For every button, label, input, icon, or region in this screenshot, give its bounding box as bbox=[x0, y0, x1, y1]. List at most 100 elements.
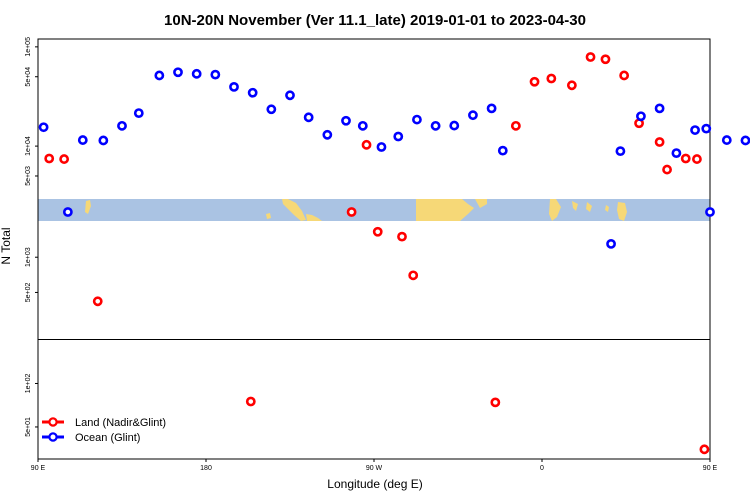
plot-area: 5e+03 1e+04 5e+04 1e+05 5e+02 1e+03 5e+01 1e+02… bbox=[25, 37, 750, 472]
land-point bbox=[490, 397, 501, 408]
ocean-point bbox=[154, 70, 165, 81]
land-point bbox=[680, 153, 691, 164]
ocean-point bbox=[690, 125, 700, 135]
ocean-point bbox=[671, 148, 682, 159]
ocean-point bbox=[38, 122, 49, 133]
map-ocean bbox=[38, 199, 710, 221]
ocean-point bbox=[376, 142, 387, 152]
ocean-point bbox=[705, 207, 715, 217]
land-point bbox=[529, 76, 540, 87]
land-point bbox=[566, 80, 577, 91]
ocean-point bbox=[62, 207, 73, 217]
land-point bbox=[408, 270, 419, 281]
y-tick-label: 5e+03 bbox=[25, 166, 32, 186]
ocean-point bbox=[322, 129, 333, 140]
legend: Land (Nadir&Glint) Ocean (Glint) bbox=[42, 417, 166, 444]
land-point bbox=[245, 396, 256, 407]
y-tick-label: 1e+05 bbox=[25, 37, 32, 57]
ocean-point bbox=[117, 120, 127, 131]
land-point bbox=[692, 154, 702, 164]
ocean-point bbox=[357, 120, 368, 131]
legend-marker-land bbox=[48, 417, 58, 427]
legend-entry-land: Land (Nadir&Glint) bbox=[42, 417, 166, 429]
ocean-point bbox=[229, 81, 239, 92]
y-tick-label: 5e+01 bbox=[25, 417, 32, 437]
ocean-point bbox=[191, 68, 202, 79]
map-land-5 bbox=[475, 199, 487, 208]
map-land-2 bbox=[306, 214, 322, 221]
ocean-point bbox=[133, 108, 144, 119]
ocean-point bbox=[341, 115, 351, 126]
ocean-point bbox=[98, 135, 109, 146]
legend-marker-ocean bbox=[48, 432, 58, 442]
ocean-point bbox=[412, 114, 422, 125]
map-land-0 bbox=[85, 200, 91, 214]
ocean-point bbox=[266, 104, 277, 115]
map-strip bbox=[38, 199, 710, 221]
ocean-point bbox=[393, 131, 404, 142]
map-land-7 bbox=[572, 201, 578, 211]
land-point bbox=[397, 231, 407, 242]
map-land-6 bbox=[549, 199, 561, 221]
ocean-point bbox=[210, 69, 221, 80]
ocean-point bbox=[701, 123, 712, 134]
ocean-point bbox=[449, 120, 460, 131]
ocean-point bbox=[636, 111, 646, 122]
ocean-point bbox=[606, 238, 616, 249]
x-tick-label: 180 bbox=[200, 465, 212, 472]
legend-entry-ocean: Ocean (Glint) bbox=[42, 432, 140, 444]
x-tick-label: 90 W bbox=[366, 465, 383, 472]
y-tick-label: 1e+03 bbox=[25, 247, 32, 267]
x-axis-label: Longitude (deg E) bbox=[327, 477, 422, 491]
y-axis-ticks: 5e+03 1e+04 5e+04 1e+05 5e+02 1e+03 5e+01 1e+02 bbox=[25, 37, 38, 437]
x-tick-label: 90 E bbox=[703, 465, 718, 472]
land-point bbox=[372, 226, 383, 237]
land-point bbox=[346, 207, 357, 217]
ocean-point bbox=[654, 103, 665, 114]
plot-frame bbox=[37, 38, 711, 460]
map-land-1 bbox=[282, 199, 306, 221]
chart-title: 10N-20N November (Ver 11.1_late) 2019-01… bbox=[164, 12, 586, 29]
x-tick-label: 90 E bbox=[31, 465, 46, 472]
map-land-8 bbox=[586, 202, 592, 212]
ocean-point bbox=[497, 145, 508, 156]
y-tick-label: 1e+02 bbox=[25, 374, 32, 394]
ocean-point bbox=[430, 120, 441, 131]
ocean-point bbox=[247, 87, 258, 98]
ocean-point bbox=[173, 67, 183, 78]
ocean-point bbox=[486, 103, 497, 114]
x-tick-label: 0 bbox=[540, 465, 544, 472]
land-point bbox=[361, 139, 372, 150]
land-point bbox=[92, 296, 103, 307]
land-point bbox=[699, 444, 710, 455]
legend-label-ocean: Ocean (Glint) bbox=[75, 432, 140, 444]
y-tick-label: 5e+02 bbox=[25, 283, 32, 303]
ocean-point bbox=[615, 146, 626, 157]
land-point bbox=[546, 73, 557, 84]
ocean-point bbox=[721, 135, 732, 145]
ocean-point bbox=[740, 135, 750, 146]
map-land-4 bbox=[416, 199, 474, 221]
ocean-series bbox=[38, 67, 750, 249]
land-point bbox=[654, 137, 665, 147]
land-point bbox=[59, 154, 70, 164]
ocean-point bbox=[468, 110, 478, 121]
map-land-10 bbox=[617, 202, 627, 221]
y-tick-label: 1e+04 bbox=[25, 136, 32, 156]
land-point bbox=[510, 120, 521, 131]
y-tick-label: 5e+04 bbox=[25, 67, 32, 87]
ocean-point bbox=[285, 90, 295, 101]
land-point bbox=[44, 153, 55, 164]
y-axis-label: N Total bbox=[0, 227, 13, 264]
land-point bbox=[585, 52, 596, 62]
ocean-point bbox=[77, 135, 88, 145]
land-point bbox=[619, 70, 630, 81]
ocean-point bbox=[303, 112, 314, 123]
land-point bbox=[600, 54, 611, 65]
map-land-3 bbox=[266, 213, 271, 219]
map-land-9 bbox=[605, 205, 609, 212]
land-series bbox=[44, 52, 710, 455]
legend-label-land: Land (Nadir&Glint) bbox=[75, 417, 166, 429]
